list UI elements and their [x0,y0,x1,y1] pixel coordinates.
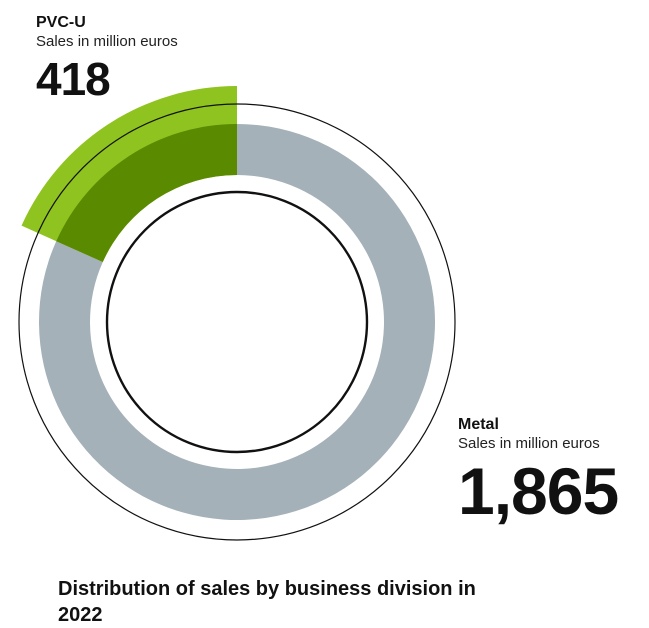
pvc-u-name: PVC-U [36,14,86,31]
metal-name: Metal [458,416,499,433]
metal-value: 1,865 [458,454,619,528]
pvc-u-segment [56,124,237,263]
pvc-u-unit: Sales in million euros [36,33,178,50]
chart-title: Distribution of sales by business divisi… [58,578,476,626]
metal-unit: Sales in million euros [458,435,600,452]
outer-ring-outline [18,103,456,541]
pvc-u-label: PVC-U Sales in million euros 418 [36,14,178,102]
pvc-u-value: 418 [36,53,111,105]
metal-label: Metal Sales in million euros 1,865 [458,416,619,528]
inner-ring-outline [105,190,369,454]
